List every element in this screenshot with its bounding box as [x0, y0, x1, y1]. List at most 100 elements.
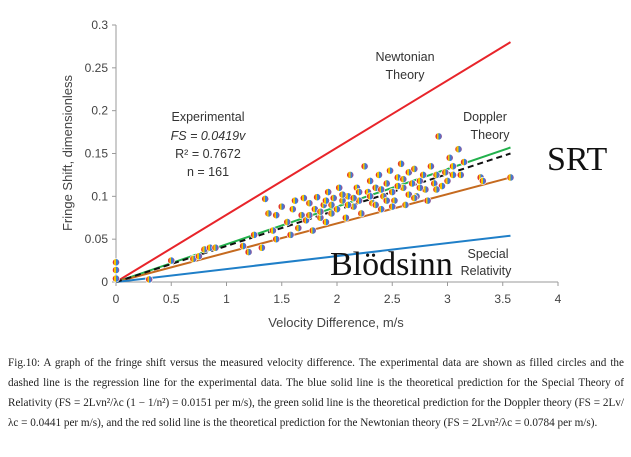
srt-label: SRT: [547, 141, 608, 178]
axes: 0 0.5 1 1.5 2 2.5 3 3.5 4 0 0.05 0.1 0.15 0.2 0.25 0.3: [85, 18, 562, 306]
x-tick-label: 4: [555, 292, 562, 306]
chart-annotations: Velocity Difference, m/s Fringe Shift, d…: [60, 50, 608, 330]
data-point: [335, 183, 344, 192]
data-point: [313, 193, 322, 202]
y-tick-label: 0.15: [85, 147, 109, 161]
r-squared: R² = 0.7672: [175, 147, 241, 161]
data-points: [112, 132, 515, 284]
data-point: [408, 179, 417, 188]
data-point: [434, 132, 443, 141]
y-tick-label: 0.3: [91, 18, 108, 32]
data-point: [272, 211, 281, 220]
data-point: [308, 226, 317, 235]
y-tick-label: 0.05: [85, 232, 109, 246]
fringe-shift-chart: 0 0.5 1 1.5 2 2.5 3 3.5 400.050.10.150.20.250.3 …: [60, 18, 608, 330]
data-point: [371, 200, 380, 209]
data-point: [386, 166, 394, 175]
data-point: [291, 196, 299, 205]
data-point: [341, 213, 350, 222]
data-point: [377, 185, 386, 194]
data-point: [355, 188, 363, 196]
data-point: [244, 248, 253, 256]
data-point: [404, 190, 413, 199]
data-point: [438, 182, 446, 190]
data-point: [327, 200, 336, 209]
y-tick-label: 0.25: [85, 61, 109, 75]
data-point: [427, 162, 435, 171]
data-point: [322, 218, 330, 226]
x-tick-label: 2.5: [384, 292, 401, 306]
x-tick-label: 0.5: [163, 292, 180, 306]
data-point: [338, 190, 347, 199]
data-point: [211, 243, 220, 252]
data-point: [478, 177, 487, 185]
data-point: [382, 196, 391, 205]
newtonian-theory-line: [115, 41, 512, 283]
data-point: [441, 168, 450, 177]
data-point: [329, 194, 338, 202]
y-tick-label: 0.1: [91, 189, 108, 203]
data-point: [333, 205, 341, 214]
data-point: [324, 188, 333, 196]
data-point: [375, 171, 383, 179]
x-tick-label: 2: [334, 292, 341, 306]
data-point: [261, 195, 270, 203]
data-point: [145, 275, 154, 284]
data-point: [112, 266, 120, 274]
data-point: [316, 207, 325, 216]
data-point: [112, 258, 120, 267]
y-tick-label: 0.2: [91, 104, 108, 118]
special-relativity-label-line1: Special: [468, 247, 509, 261]
data-point: [346, 171, 355, 179]
data-point: [277, 202, 286, 211]
data-point: [194, 252, 203, 261]
data-point: [366, 177, 375, 185]
data-point: [250, 230, 259, 239]
regression-equation: FS = 0.0419v: [171, 129, 246, 143]
special-relativity-label-line2: Relativity: [461, 264, 512, 278]
data-point: [449, 171, 457, 179]
data-point: [382, 179, 391, 188]
newtonian-label-line2: Theory: [386, 68, 426, 82]
data-point: [344, 200, 352, 209]
data-point: [456, 171, 465, 179]
data-point: [167, 256, 176, 265]
data-point: [415, 183, 424, 192]
doppler-label-line1: Doppler: [463, 110, 507, 124]
data-point: [239, 242, 247, 250]
data-point: [272, 235, 281, 244]
data-point: [443, 177, 452, 185]
x-tick-label: 1: [223, 292, 230, 306]
data-point: [388, 188, 397, 196]
sample-count: n = 161: [187, 165, 229, 179]
caption-text: Fig.10: A graph of the fringe shift vers…: [8, 357, 624, 429]
data-point: [401, 200, 410, 209]
data-point: [377, 205, 386, 214]
y-tick-label: 0: [101, 275, 108, 289]
data-point: [294, 224, 303, 232]
data-point: [360, 162, 369, 171]
data-point: [410, 165, 419, 173]
data-point: [404, 168, 413, 177]
blodsinn-label: Blödsinn: [330, 246, 453, 283]
data-point: [432, 171, 441, 179]
data-point: [445, 153, 454, 162]
data-point: [423, 196, 432, 205]
data-point: [288, 205, 297, 214]
data-point: [432, 185, 441, 194]
data-point: [299, 194, 308, 202]
data-point: [454, 145, 463, 154]
x-tick-label: 1.5: [273, 292, 290, 306]
data-point: [257, 243, 266, 252]
data-point: [388, 202, 397, 211]
x-axis-title: Velocity Difference, m/s: [268, 315, 404, 330]
data-point: [357, 209, 366, 218]
x-tick-label: 3.5: [494, 292, 511, 306]
data-point: [506, 173, 515, 182]
data-point: [460, 158, 468, 166]
data-point: [264, 209, 273, 218]
data-point: [305, 199, 314, 208]
data-point: [269, 226, 277, 235]
doppler-label-line2: Theory: [471, 128, 511, 142]
newtonian-label-line1: Newtonian: [375, 50, 434, 64]
